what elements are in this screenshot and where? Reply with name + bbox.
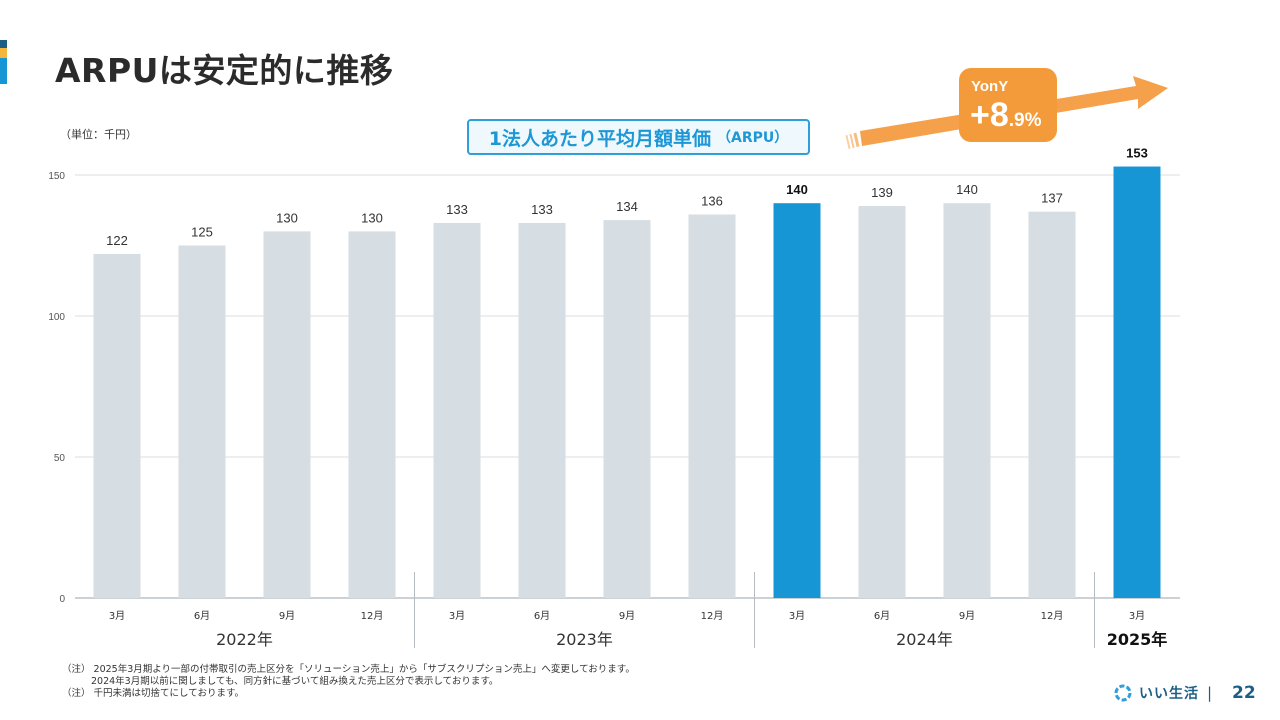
x-tick-label: 9月: [959, 610, 975, 622]
bar-value-label: 137: [1041, 191, 1063, 206]
page-number: 22: [1232, 683, 1256, 703]
bar-value-label: 153: [1126, 146, 1148, 161]
logo-ring-icon: [1114, 684, 1132, 702]
bar-value-label: 133: [531, 202, 553, 217]
x-tick-label: 12月: [1041, 610, 1064, 622]
bar-6: [603, 220, 651, 598]
y-tick-label: 50: [54, 453, 66, 464]
bar-5: [518, 222, 566, 598]
y-tick-label: 0: [59, 594, 65, 605]
bar-value-label: 134: [616, 199, 638, 214]
bar-10: [943, 203, 991, 598]
accent-bar-navy: [0, 40, 7, 48]
yony-label: YonY: [971, 78, 1009, 95]
bar-11: [1028, 211, 1076, 598]
bar-value-label: 140: [786, 182, 808, 197]
x-tick-label: 6月: [874, 610, 890, 622]
bar-value-label: 136: [701, 193, 723, 208]
bar-value-label: 130: [276, 210, 298, 225]
chart-labels: 0 50 100 150 122 3月 125 6月 130 9月 130 12月 133 3月 133 6月…: [48, 146, 1167, 649]
badge-sub-text: （ARPU）: [716, 130, 789, 146]
footnote-2: 2024年3月期以前に関しましても、同方針に基づいて組み換えた売上区分で表示して…: [91, 676, 499, 687]
yony-value-major: +8: [970, 96, 1009, 134]
x-tick-label: 9月: [619, 610, 635, 622]
x-tick-label: 3月: [449, 610, 465, 622]
badge-main-text: 1法人あたり平均月額単価: [488, 127, 711, 150]
page-title: ARPUは安定的に推移: [55, 51, 394, 90]
x-tick-label: 3月: [789, 610, 805, 622]
x-tick-label: 6月: [534, 610, 550, 622]
year-group-label: 2025年: [1107, 630, 1168, 649]
x-tick-label: 3月: [109, 610, 125, 622]
brand-name: いい生活: [1139, 686, 1199, 702]
yony-value: +8.9%: [970, 96, 1042, 135]
bar-value-label: 122: [106, 233, 128, 248]
x-tick-label: 6月: [194, 610, 210, 622]
x-tick-label: 3月: [1129, 610, 1145, 622]
bar-12: [1113, 166, 1161, 599]
y-tick-label: 150: [48, 171, 65, 182]
chart-title-badge: 1法人あたり平均月額単価 （ARPU）: [467, 119, 810, 155]
accent-bar-blue: [0, 58, 7, 84]
x-tick-label: 12月: [361, 610, 384, 622]
x-tick-label: 12月: [701, 610, 724, 622]
chart-bars: [93, 166, 1161, 599]
bar-1: [178, 245, 226, 598]
bar-value-label: 125: [191, 225, 213, 240]
yony-value-minor: .9%: [1008, 110, 1042, 131]
bar-0: [93, 253, 141, 598]
bar-value-label: 130: [361, 210, 383, 225]
footnotes: （注） 2025年3月期より一部の付帯取引の売上区分を「ソリューション売上」から…: [62, 664, 635, 700]
bar-4: [433, 222, 481, 598]
company-logo: いい生活 |: [1113, 683, 1212, 703]
bar-value-label: 133: [446, 202, 468, 217]
unit-label: （単位：千円）: [60, 128, 137, 141]
bar-7: [688, 214, 736, 599]
bar-3: [348, 231, 396, 598]
x-tick-label: 9月: [279, 610, 295, 622]
y-tick-label: 100: [48, 312, 65, 323]
footer-separator: |: [1207, 684, 1213, 702]
bar-value-label: 140: [956, 182, 978, 197]
bar-2: [263, 231, 311, 598]
yony-callout: YonY +8.9%: [959, 68, 1057, 142]
bar-8: [773, 203, 821, 598]
year-group-label: 2022年: [216, 630, 273, 649]
accent-bar-yellow: [0, 48, 7, 58]
bar-9: [858, 206, 906, 598]
year-group-label: 2024年: [896, 630, 953, 649]
year-group-label: 2023年: [556, 630, 613, 649]
footnote-3: （注） 千円未満は切捨てにしております。: [62, 688, 245, 699]
bar-value-label: 139: [871, 185, 893, 200]
arrow-dashes: [845, 132, 860, 150]
footnote-1: （注） 2025年3月期より一部の付帯取引の売上区分を「ソリューション売上」から…: [62, 664, 635, 675]
